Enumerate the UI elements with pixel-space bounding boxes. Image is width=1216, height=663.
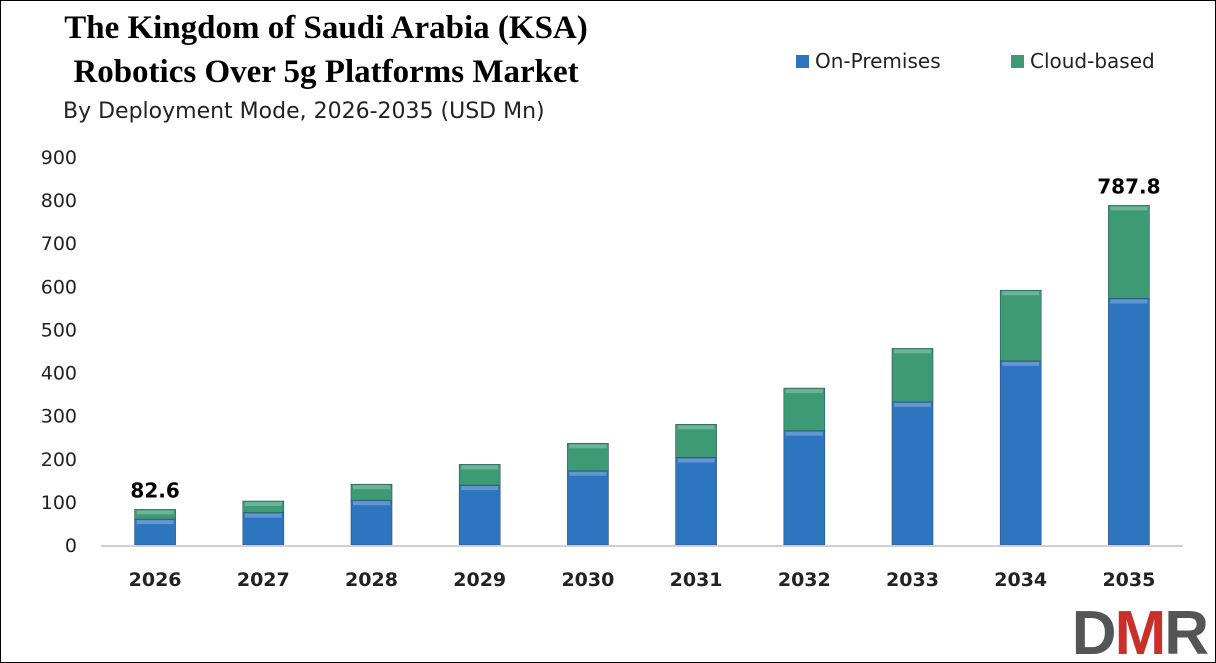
bar-highlight [1002, 361, 1040, 366]
x-tick-label: 2031 [670, 569, 723, 591]
x-tick-label: 2029 [453, 569, 506, 591]
x-tick-label: 2032 [778, 569, 831, 591]
y-tick-label: 700 [41, 233, 77, 255]
y-tick-label: 300 [41, 406, 77, 428]
legend-swatch [1011, 54, 1024, 68]
bar-highlight [136, 520, 174, 525]
bar-highlight [569, 471, 607, 476]
y-tick-label: 400 [41, 363, 77, 385]
bar-on-premises-2029 [458, 484, 501, 546]
bar-cloud-based-2031 [675, 423, 717, 458]
bar-on-premises-2033 [891, 401, 934, 546]
bar-on-premises-2035 [1108, 298, 1150, 546]
y-tick-label: 500 [41, 319, 77, 341]
legend-label: Cloud-based [1030, 49, 1155, 73]
bar-highlight [461, 486, 499, 491]
bar-highlight [244, 513, 282, 518]
legend-cloud-based: Cloud-based [1011, 49, 1155, 73]
bar-highlight [785, 389, 823, 394]
bar-on-premises-2034 [999, 360, 1042, 546]
bar-on-premises-2030 [567, 470, 609, 546]
y-tick-label: 100 [41, 492, 77, 514]
x-tick-label: 2035 [1102, 569, 1155, 591]
bar-highlight [353, 501, 390, 506]
x-tick-label: 2026 [129, 569, 182, 591]
bar-cloud-based-2033 [891, 348, 934, 403]
x-tick-label: 2030 [561, 569, 614, 591]
bar-highlight [244, 502, 282, 507]
dmr-logo: DMR [1071, 599, 1209, 663]
y-tick-label: 800 [41, 190, 77, 212]
bar-on-premises-2027 [242, 512, 285, 546]
bar-highlight [353, 485, 390, 490]
y-tick-label: 0 [65, 535, 77, 557]
y-tick-label: 600 [41, 276, 77, 298]
bar-on-premises-2028 [350, 499, 393, 546]
bar-highlight [461, 465, 499, 470]
bar-cloud-based-2028 [350, 483, 393, 501]
bar-on-premises-2031 [675, 457, 717, 546]
bar-highlight [677, 425, 715, 430]
bar-cloud-based-2032 [783, 387, 826, 432]
data-label: 82.6 [130, 478, 179, 502]
x-tick-label: 2028 [345, 569, 398, 591]
bar-highlight [894, 349, 931, 354]
data-label: 787.8 [1097, 174, 1160, 198]
bar-highlight [894, 402, 931, 407]
bar-cloud-based-2034 [999, 289, 1042, 362]
legend-on-premises: On-Premises [796, 49, 941, 73]
bar-on-premises-2026 [134, 518, 176, 546]
bar-highlight [1110, 206, 1148, 211]
bar-highlight [785, 431, 823, 436]
bar-highlight [677, 458, 715, 463]
x-tick-label: 2033 [886, 569, 939, 591]
y-tick-label: 900 [41, 147, 77, 169]
legend-swatch [796, 54, 809, 68]
bar-cloud-based-2027 [242, 500, 285, 513]
bar-cloud-based-2035 [1108, 205, 1150, 299]
chart-subtitle: By Deployment Mode, 2026-2035 (USD Mn) [63, 99, 545, 124]
bar-cloud-based-2030 [567, 442, 609, 472]
y-tick-label: 200 [41, 449, 77, 471]
bar-highlight [1110, 299, 1148, 304]
x-tick-label: 2027 [237, 569, 290, 591]
chart-title-line1: The Kingdom of Saudi Arabia (KSA) [64, 10, 588, 46]
bar-highlight [569, 444, 607, 449]
legend-label: On-Premises [815, 49, 941, 73]
bar-highlight [1002, 291, 1040, 296]
x-tick-label: 2034 [994, 569, 1047, 591]
bar-highlight [136, 510, 174, 515]
chart-title-line2: Robotics Over 5g Platforms Market [73, 54, 579, 90]
bar-on-premises-2032 [783, 430, 826, 546]
bar-cloud-based-2029 [458, 464, 501, 486]
bar-cloud-based-2026 [134, 509, 176, 520]
